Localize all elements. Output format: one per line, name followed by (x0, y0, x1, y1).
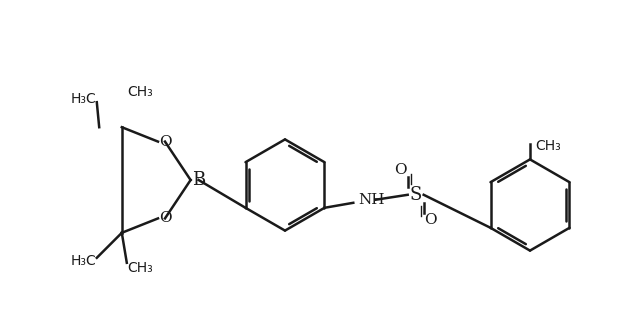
Text: H₃C: H₃C (71, 92, 97, 106)
Text: O: O (424, 213, 437, 227)
Text: O: O (159, 135, 172, 149)
Text: O: O (394, 163, 407, 177)
Text: O: O (159, 211, 172, 225)
Text: NH: NH (358, 193, 385, 207)
Text: S: S (410, 186, 422, 204)
Text: H₃C: H₃C (71, 254, 97, 268)
Text: CH₃: CH₃ (127, 261, 152, 275)
Text: CH₃: CH₃ (127, 85, 152, 99)
Text: CH₃: CH₃ (535, 140, 561, 154)
Text: B: B (192, 171, 205, 189)
